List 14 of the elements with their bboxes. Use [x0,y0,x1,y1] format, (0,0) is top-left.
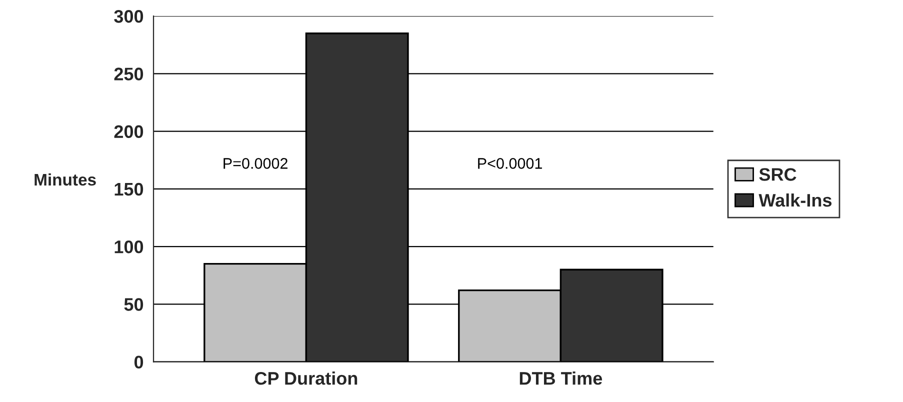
y-axis-title: Minutes [34,173,96,186]
annotation: P=0.0002 [224,158,288,169]
y-tick-label: 300 [114,10,144,23]
legend-label: SRC [759,168,796,181]
legend-label: Walk-Ins [758,193,832,207]
x-tick-label: CP Duration [254,372,358,385]
x-tick-label: DTB Time [520,372,602,385]
y-tick-label: 0 [134,356,144,369]
y-tick-label: 100 [114,240,144,254]
annotation: P<0.0001 [478,158,542,169]
y-tick-label: 200 [114,125,144,138]
y-tick-label: 50 [124,298,144,311]
y-tick-label: 150 [114,182,144,196]
y-tick-label: 250 [114,68,144,80]
